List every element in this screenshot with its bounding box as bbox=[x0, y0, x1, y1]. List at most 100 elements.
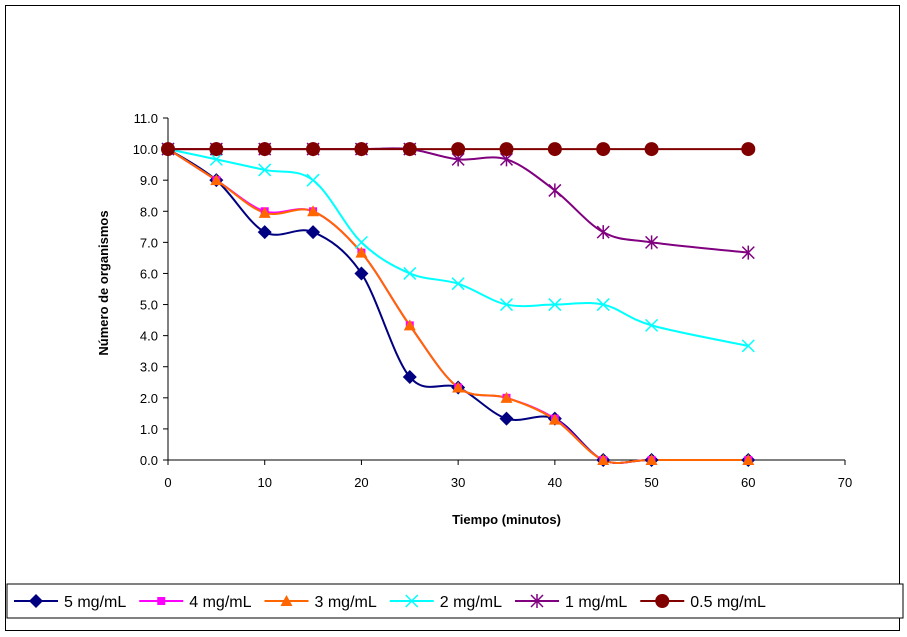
series-markers-0 bbox=[161, 142, 756, 467]
data-point bbox=[499, 142, 514, 157]
data-point bbox=[548, 413, 561, 425]
x-tick-label: 50 bbox=[644, 475, 658, 490]
data-point bbox=[645, 318, 659, 332]
y-tick-label: 8.0 bbox=[140, 204, 158, 219]
legend-label: 4 mg/mL bbox=[189, 594, 251, 611]
data-point bbox=[402, 369, 417, 384]
y-tick-label: 4.0 bbox=[140, 329, 158, 344]
data-point bbox=[741, 339, 755, 353]
data-point bbox=[597, 454, 610, 465]
data-point bbox=[257, 142, 272, 157]
y-tick-label: 9.0 bbox=[140, 173, 158, 188]
series-line-0 bbox=[167, 148, 749, 465]
data-point bbox=[209, 152, 223, 166]
chart-legend: 5 mg/mL 4 mg/mL 3 mg/mL 2 mg/mL 1 mg/mL 0.5 m… bbox=[6, 583, 904, 619]
data-point bbox=[645, 235, 659, 250]
data-point bbox=[354, 235, 368, 249]
legend-label: 5 mg/mL bbox=[64, 594, 126, 611]
chart-frame bbox=[5, 5, 900, 631]
legend-marker bbox=[530, 594, 544, 608]
data-point bbox=[452, 381, 465, 393]
series-markers-4 bbox=[161, 142, 755, 260]
data-point bbox=[161, 142, 175, 157]
data-point bbox=[500, 391, 513, 403]
x-tick-label: 60 bbox=[741, 475, 755, 490]
legend-item: 0.5 mg/mL bbox=[640, 594, 766, 611]
y-tick-label: 11.0 bbox=[134, 111, 158, 126]
data-point bbox=[596, 298, 610, 312]
data-point bbox=[548, 183, 562, 198]
x-axis-ticks: 0 10 20 30 40 50 60 70 bbox=[164, 460, 852, 490]
data-point bbox=[354, 142, 369, 157]
legend-item: 5 mg/mL bbox=[14, 594, 126, 611]
chart-axes bbox=[167, 118, 845, 461]
data-point bbox=[645, 454, 658, 465]
legend-label: 3 mg/mL bbox=[315, 594, 377, 611]
data-point bbox=[306, 142, 321, 157]
x-tick-label: 70 bbox=[838, 475, 852, 490]
series-lines bbox=[167, 147, 749, 465]
series-markers-2 bbox=[162, 143, 755, 465]
y-tick-label: 1.0 bbox=[140, 422, 158, 437]
data-point bbox=[402, 142, 417, 157]
data-point bbox=[307, 205, 320, 217]
x-tick-label: 10 bbox=[257, 475, 271, 490]
y-tick-label: 5.0 bbox=[140, 298, 158, 313]
data-point bbox=[257, 225, 272, 240]
legend-marker bbox=[157, 597, 166, 605]
legend-marker bbox=[405, 594, 419, 608]
y-tick-label: 10.0 bbox=[133, 142, 158, 157]
data-point bbox=[403, 319, 416, 331]
data-point bbox=[210, 174, 223, 186]
y-axis-title: Número de organismos bbox=[96, 210, 111, 355]
data-point bbox=[306, 225, 321, 240]
x-tick-label: 40 bbox=[548, 475, 562, 490]
data-point bbox=[596, 142, 611, 157]
series-markers-5 bbox=[161, 142, 756, 157]
data-point bbox=[596, 225, 610, 240]
legend-item: 3 mg/mL bbox=[264, 594, 377, 611]
legend-item: 4 mg/mL bbox=[139, 594, 252, 611]
y-tick-label: 0.0 bbox=[140, 453, 158, 468]
y-tick-label: 6.0 bbox=[140, 266, 158, 281]
legend-marker bbox=[280, 595, 293, 606]
data-point bbox=[354, 266, 369, 281]
data-point bbox=[451, 277, 465, 291]
data-point bbox=[548, 298, 562, 312]
y-tick-label: 2.0 bbox=[140, 391, 158, 406]
data-point bbox=[258, 206, 271, 218]
data-point bbox=[741, 245, 755, 260]
legend-label: 1 mg/mL bbox=[565, 594, 627, 611]
series-line-1 bbox=[167, 148, 749, 465]
legend-label: 2 mg/mL bbox=[440, 594, 502, 611]
data-point bbox=[258, 163, 272, 177]
legend-marker bbox=[655, 594, 670, 608]
data-point bbox=[499, 411, 514, 426]
data-point bbox=[355, 246, 368, 258]
data-point bbox=[547, 142, 562, 157]
x-tick-label: 0 bbox=[164, 475, 171, 490]
data-point bbox=[209, 142, 224, 157]
x-tick-label: 20 bbox=[354, 475, 368, 490]
series-line-3 bbox=[167, 148, 749, 347]
data-point bbox=[742, 454, 755, 465]
data-point bbox=[306, 173, 320, 187]
data-point bbox=[499, 298, 514, 312]
legend-label: 0.5 mg/mL bbox=[690, 594, 766, 611]
series-markers bbox=[161, 142, 756, 467]
legend-item: 2 mg/mL bbox=[389, 594, 502, 611]
legend-marker bbox=[29, 594, 43, 608]
series-line-2 bbox=[167, 148, 749, 464]
series-markers-3 bbox=[161, 142, 755, 353]
legend-item: 1 mg/mL bbox=[515, 594, 627, 611]
x-tick-label: 30 bbox=[451, 475, 465, 490]
series-markers-1 bbox=[164, 145, 753, 464]
data-point bbox=[451, 142, 466, 157]
data-point bbox=[741, 142, 756, 157]
y-axis-ticks: 0.0 1.0 2.0 3.0 4.0 5.0 6.0 7.0 8.0 9.0 10.0 11.0 bbox=[133, 111, 168, 468]
data-point bbox=[403, 266, 417, 280]
y-tick-label: 7.0 bbox=[140, 235, 158, 250]
data-point bbox=[644, 142, 659, 157]
x-axis-title: Tiempo (minutos) bbox=[452, 512, 561, 527]
